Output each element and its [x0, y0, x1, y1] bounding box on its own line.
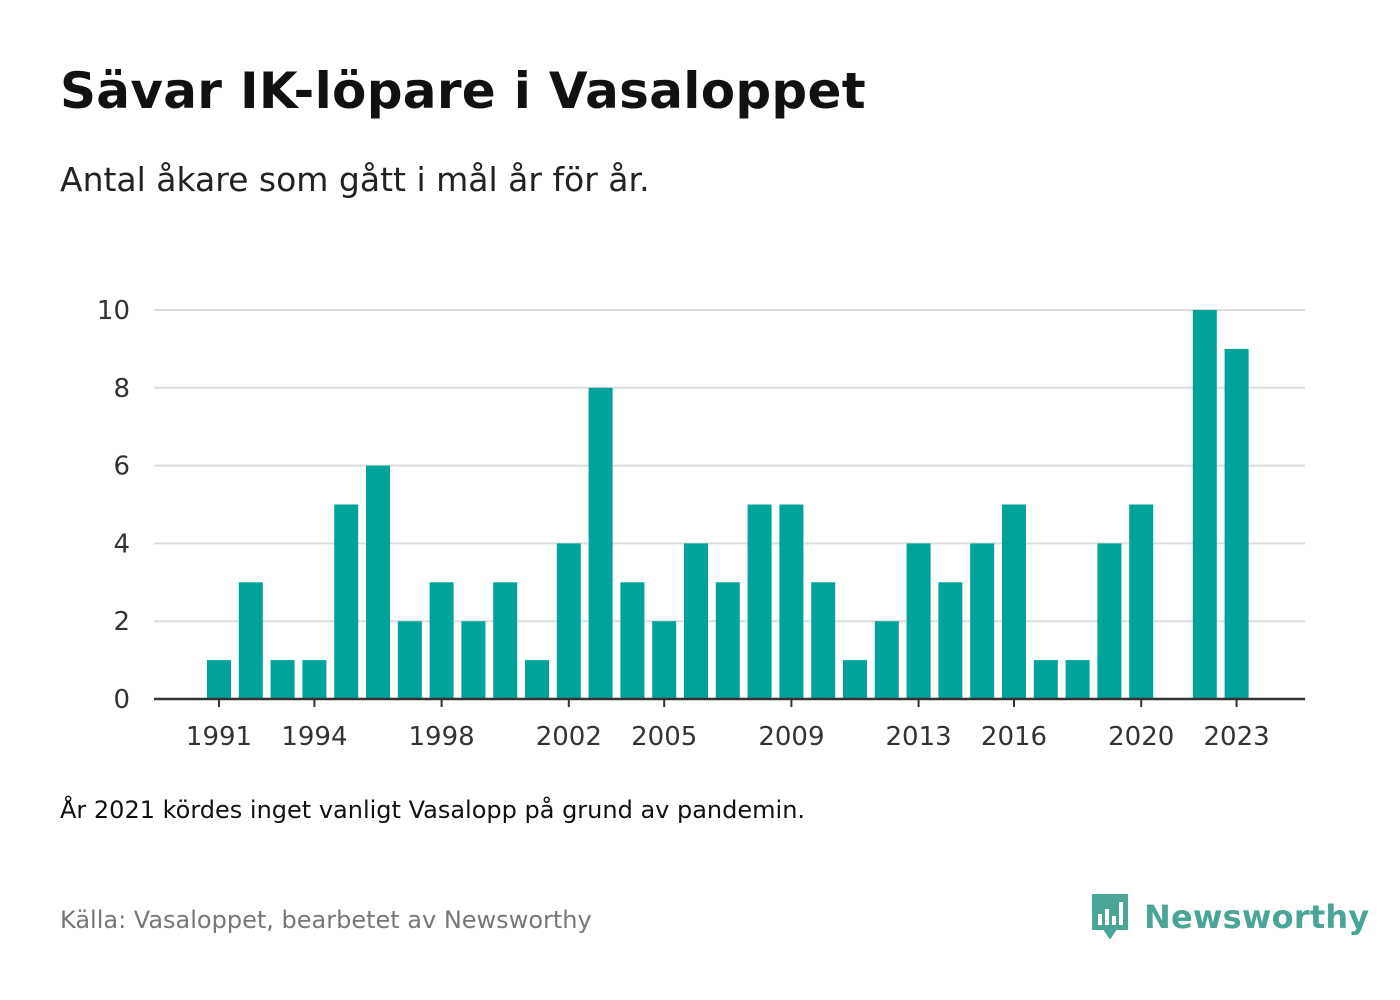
bar [843, 660, 867, 699]
bar [588, 387, 613, 699]
bar [207, 660, 231, 699]
x-tick-label: 1998 [409, 722, 475, 752]
bar [1192, 310, 1217, 699]
y-tick-label: 2 [113, 607, 130, 637]
x-tick-label: 1991 [186, 722, 252, 752]
x-tick-label: 2005 [631, 722, 697, 752]
bar [366, 465, 390, 699]
chart-title: Sävar IK-löpare i Vasaloppet [60, 62, 866, 120]
bar [334, 504, 359, 699]
bar [906, 543, 931, 699]
bar [1224, 348, 1249, 699]
bar [1097, 543, 1122, 699]
bar [684, 543, 708, 699]
bar [525, 660, 549, 699]
y-tick-label: 10 [97, 296, 130, 326]
x-tick-label: 2016 [981, 722, 1047, 752]
y-tick-label: 6 [113, 452, 130, 482]
chart-note: År 2021 kördes inget vanligt Vasalopp på… [60, 796, 806, 824]
bar [1129, 504, 1154, 699]
y-tick-label: 4 [113, 529, 130, 559]
source-text: Källa: Vasaloppet, bearbetet av Newswort… [60, 906, 592, 934]
bar [397, 621, 422, 699]
bar [620, 582, 645, 699]
x-tick-label: 2009 [758, 722, 824, 752]
x-tick-label: 2020 [1108, 722, 1174, 752]
bar [556, 543, 581, 699]
bar [1002, 504, 1026, 699]
x-tick-label: 2002 [536, 722, 602, 752]
x-tick-label: 2023 [1204, 722, 1270, 752]
x-tick-label: 1994 [281, 722, 347, 752]
bar [652, 621, 677, 699]
bar [715, 582, 740, 699]
bar [938, 582, 963, 699]
bar [874, 621, 899, 699]
bar [1033, 660, 1058, 699]
bar [238, 582, 263, 699]
bar [1065, 660, 1090, 699]
x-tick-label: 2013 [886, 722, 952, 752]
chart-subtitle: Antal åkare som gått i mål år för år. [60, 160, 650, 199]
bar [493, 582, 518, 699]
bar [779, 504, 804, 699]
bar [970, 543, 995, 699]
bar [302, 660, 327, 699]
bar [270, 660, 295, 699]
y-tick-label: 8 [113, 374, 130, 404]
bar [811, 582, 836, 699]
bar [429, 582, 454, 699]
bar [747, 504, 772, 699]
bar [461, 621, 486, 699]
y-tick-label: 0 [113, 685, 130, 715]
brand-name: Newsworthy [1144, 898, 1370, 936]
newsworthy-brand[interactable]: Newsworthy [1090, 890, 1369, 944]
newsworthy-logo-icon [1092, 894, 1128, 939]
